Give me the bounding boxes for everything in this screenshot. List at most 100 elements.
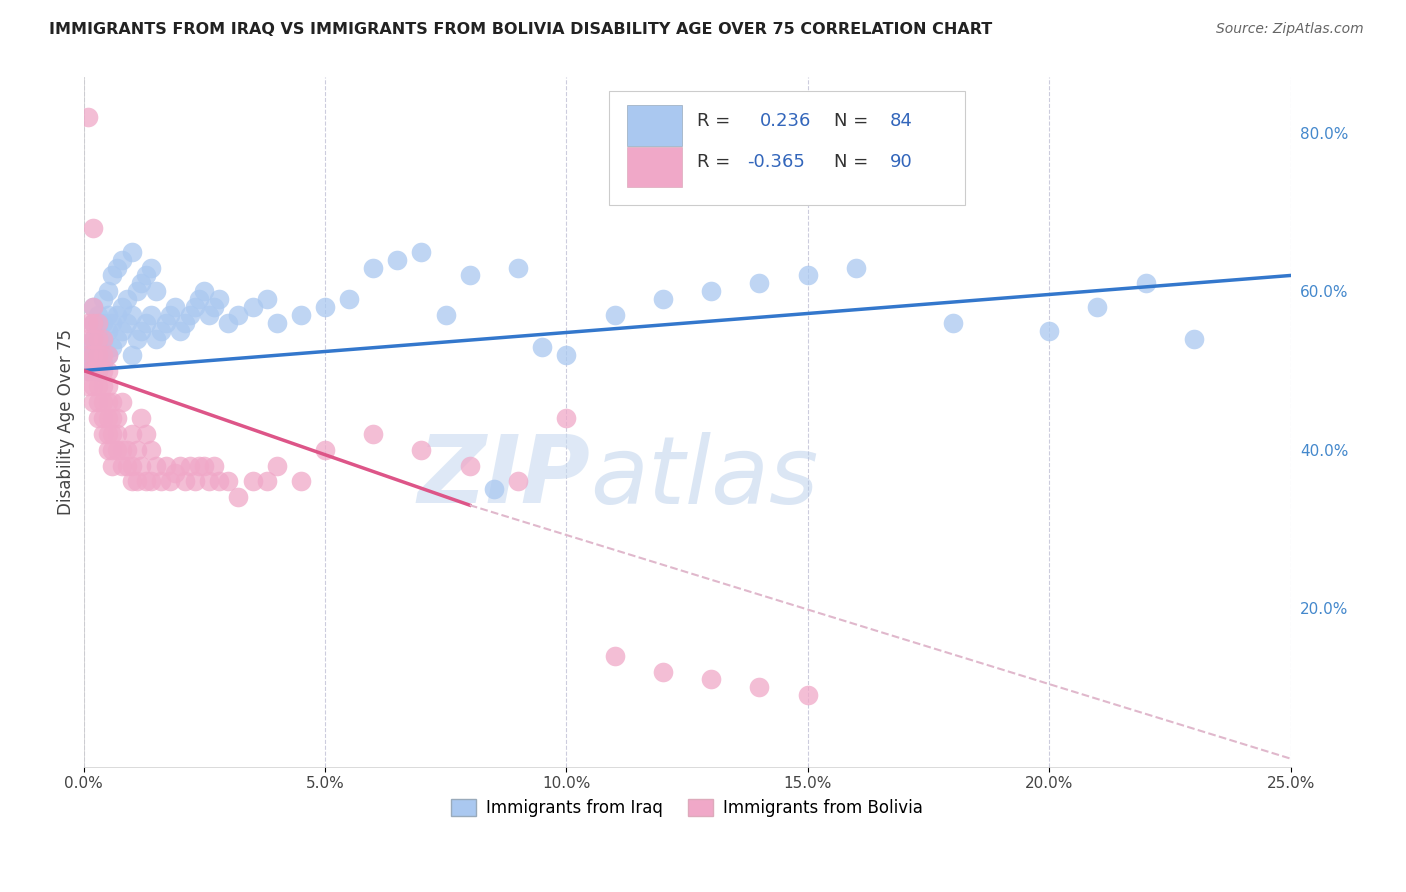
Point [82,379,104,393]
Point [125,475,148,489]
Point [145,458,167,473]
Point [155,458,177,473]
FancyBboxPatch shape [627,105,682,146]
Point [651,292,673,306]
Point [82,348,104,362]
Point [603,308,626,322]
FancyBboxPatch shape [627,146,682,187]
Text: Source: ZipAtlas.com: Source: ZipAtlas.com [1216,22,1364,37]
Point [97,379,120,393]
Point [101,316,124,330]
Point [91,348,114,362]
Point [131,277,153,291]
Text: 90: 90 [890,153,912,171]
Point [188,292,211,306]
Point [131,324,153,338]
Point [91,363,114,377]
Text: N =: N = [834,112,869,130]
Point [193,458,215,473]
Point [506,260,529,275]
Point [361,426,384,441]
Point [87,379,110,393]
Point [226,490,249,504]
Point [290,475,312,489]
Point [91,355,114,369]
Legend: Immigrants from Iraq, Immigrants from Bolivia: Immigrants from Iraq, Immigrants from Bo… [444,792,929,823]
Point [121,475,143,489]
Point [1038,324,1060,338]
Point [149,324,172,338]
Point [217,475,239,489]
Text: IMMIGRANTS FROM IRAQ VS IMMIGRANTS FROM BOLIVIA DISABILITY AGE OVER 75 CORRELATI: IMMIGRANTS FROM IRAQ VS IMMIGRANTS FROM … [49,22,993,37]
Point [82,221,104,235]
Point [87,395,110,409]
Point [121,244,143,259]
Point [97,426,120,441]
Point [208,292,231,306]
Point [121,308,143,322]
Point [82,355,104,369]
Point [121,458,143,473]
Point [101,268,124,283]
Point [77,363,100,377]
Point [91,316,114,330]
Point [159,475,181,489]
Point [91,379,114,393]
Point [1087,300,1109,314]
Point [169,458,191,473]
Point [77,379,100,393]
Point [87,324,110,338]
Point [87,340,110,354]
Point [135,475,157,489]
Point [97,395,120,409]
Point [139,260,162,275]
Point [111,300,134,314]
Point [242,300,264,314]
Point [97,363,120,377]
Point [256,292,278,306]
Point [188,458,211,473]
Point [314,442,336,457]
Point [125,442,148,457]
Point [97,324,120,338]
Point [91,395,114,409]
Point [82,395,104,409]
Point [531,340,554,354]
Point [87,316,110,330]
Point [314,300,336,314]
Point [77,340,100,354]
Text: R =: R = [697,112,730,130]
Point [101,395,124,409]
Point [111,252,134,267]
Point [87,411,110,425]
Point [91,332,114,346]
Point [101,426,124,441]
Point [145,285,167,299]
Text: 0.236: 0.236 [759,112,811,130]
Point [139,442,162,457]
Point [202,458,225,473]
Text: 84: 84 [890,112,912,130]
Point [603,648,626,663]
Point [179,458,201,473]
Point [111,324,134,338]
Point [82,316,104,330]
Point [1182,332,1205,346]
Point [87,332,110,346]
Point [101,442,124,457]
FancyBboxPatch shape [609,91,965,205]
Point [121,426,143,441]
Point [115,292,138,306]
Text: N =: N = [834,153,869,171]
Point [193,285,215,299]
Point [748,277,770,291]
Point [337,292,360,306]
Text: -0.365: -0.365 [748,153,806,171]
Point [105,260,128,275]
Point [179,308,201,322]
Point [131,411,153,425]
Point [77,316,100,330]
Point [458,268,481,283]
Point [139,308,162,322]
Point [77,110,100,124]
